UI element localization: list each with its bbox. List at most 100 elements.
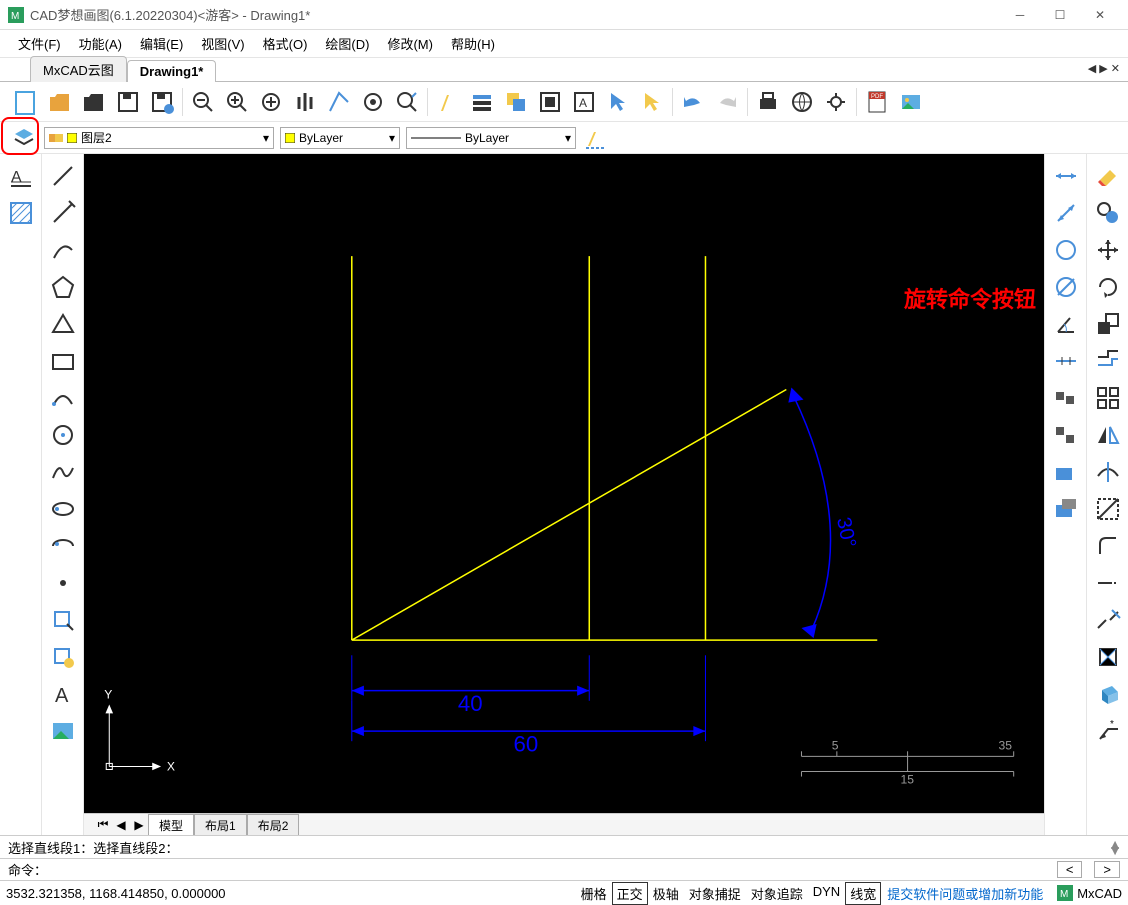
layer-dropdown[interactable]: 图层2 ▾ [44,127,274,149]
menu-view[interactable]: 视图(V) [193,30,252,57]
pdf-icon[interactable]: PDF [861,86,893,118]
zoom-extents-icon[interactable] [255,86,287,118]
maximize-button[interactable]: ☐ [1040,0,1080,30]
command-prompt[interactable]: 命令： [8,860,47,879]
rotate-icon[interactable] [1090,269,1126,305]
offset-icon[interactable] [1090,343,1126,379]
linetype-dropdown[interactable]: ByLayer ▾ [406,127,576,149]
mirror-icon[interactable] [1090,417,1126,453]
text-icon[interactable]: A [45,676,81,712]
tab-mxcad-cloud[interactable]: MxCAD云图 [30,56,127,82]
dim-linear-icon[interactable] [1048,158,1084,194]
tab-drawing1[interactable]: Drawing1* [127,60,217,82]
erase-icon[interactable] [1090,158,1126,194]
mode-polar[interactable]: 极轴 [648,882,684,905]
menu-draw[interactable]: 绘图(D) [317,30,377,57]
mode-osnap[interactable]: 对象捕捉 [684,882,746,905]
menu-file[interactable]: 文件(F) [10,30,69,57]
web-icon[interactable] [786,86,818,118]
dim-ordinate-icon[interactable] [1048,343,1084,379]
menu-format[interactable]: 格式(O) [255,30,316,57]
brand-badge[interactable]: M MxCAD [1057,885,1122,901]
regen-icon[interactable] [432,86,464,118]
tab-nav-prev[interactable]: ◀ [112,818,130,832]
leader-icon[interactable]: * [1090,713,1126,749]
ellipse-arc-icon[interactable] [45,528,81,564]
folder-icon[interactable] [78,86,110,118]
text-style-icon[interactable]: A [3,158,39,194]
attribute-icon[interactable]: A [568,86,600,118]
tab-controls[interactable]: ◀ ▶ ✕ [1088,62,1120,75]
dim-baseline-icon[interactable] [1048,417,1084,453]
new-icon[interactable] [10,86,42,118]
drawing-canvas[interactable]: 30° 40 60 [84,154,1044,813]
menu-help[interactable]: 帮助(H) [443,30,503,57]
print-icon[interactable] [752,86,784,118]
arc3p-icon[interactable] [45,380,81,416]
fillet-icon[interactable] [1090,528,1126,564]
mode-lweight[interactable]: 线宽 [845,882,881,905]
zoom-center-icon[interactable] [357,86,389,118]
extend-icon[interactable] [1090,491,1126,527]
scale-icon[interactable] [1090,306,1126,342]
tab-nav-first[interactable]: ⏮ [94,817,112,832]
polygon-icon[interactable] [45,269,81,305]
zoom-previous-icon[interactable] [391,86,423,118]
zoom-in-icon[interactable] [221,86,253,118]
undo-icon[interactable] [677,86,709,118]
dim-aligned-icon[interactable] [1048,195,1084,231]
rectangle-icon[interactable] [45,343,81,379]
spline-icon[interactable] [45,454,81,490]
pan-icon[interactable] [289,86,321,118]
ray-icon[interactable] [45,195,81,231]
image-icon[interactable] [895,86,927,118]
dim-angular-icon[interactable] [1048,306,1084,342]
3d-icon[interactable] [1090,676,1126,712]
settings-icon[interactable] [820,86,852,118]
save-icon[interactable] [112,86,144,118]
minimize-button[interactable]: ─ [1000,0,1040,30]
arc-icon[interactable] [45,232,81,268]
tab-model[interactable]: 模型 [148,814,194,836]
linetype-pencil-icon[interactable] [582,124,610,152]
dim-continue-icon[interactable] [1048,380,1084,416]
triangle-icon[interactable] [45,306,81,342]
chamfer-icon[interactable] [1090,565,1126,601]
dim-leader2-icon[interactable] [1048,491,1084,527]
array-icon[interactable] [1090,380,1126,416]
close-button[interactable]: ✕ [1080,0,1120,30]
trim-icon[interactable] [1090,454,1126,490]
menu-function[interactable]: 功能(A) [71,30,130,57]
point-icon[interactable] [45,565,81,601]
explode-icon[interactable] [1090,639,1126,675]
copy-icon[interactable] [1090,195,1126,231]
dim-diameter-icon[interactable] [1048,269,1084,305]
insert-block-icon[interactable] [45,602,81,638]
block-icon[interactable] [534,86,566,118]
save-as-icon[interactable] [146,86,178,118]
ellipse-icon[interactable] [45,491,81,527]
layers-icon[interactable] [500,86,532,118]
mode-ortho[interactable]: 正交 [612,882,648,905]
cmd-scroll-left[interactable]: < [1057,861,1083,878]
tab-layout1[interactable]: 布局1 [194,814,247,836]
make-block-icon[interactable] [45,639,81,675]
select-icon[interactable] [602,86,634,118]
circle-icon[interactable] [45,417,81,453]
tab-nav-next[interactable]: ▶ [130,818,148,832]
properties-icon[interactable] [466,86,498,118]
zoom-window-icon[interactable] [323,86,355,118]
move-icon[interactable] [1090,232,1126,268]
hatch-style-icon[interactable] [3,195,39,231]
color-dropdown[interactable]: ByLayer ▾ [280,127,400,149]
cmd-scroll-right[interactable]: > [1094,861,1120,878]
image-insert-icon[interactable] [45,713,81,749]
zoom-out-icon[interactable] [187,86,219,118]
open-icon[interactable] [44,86,76,118]
redo-icon[interactable] [711,86,743,118]
mode-dyn[interactable]: DYN [808,882,845,905]
feedback-link[interactable]: 提交软件问题或增加新功能 [881,884,1049,903]
quickselect-icon[interactable] [636,86,668,118]
mode-otrack[interactable]: 对象追踪 [746,882,808,905]
tab-layout2[interactable]: 布局2 [247,814,300,836]
